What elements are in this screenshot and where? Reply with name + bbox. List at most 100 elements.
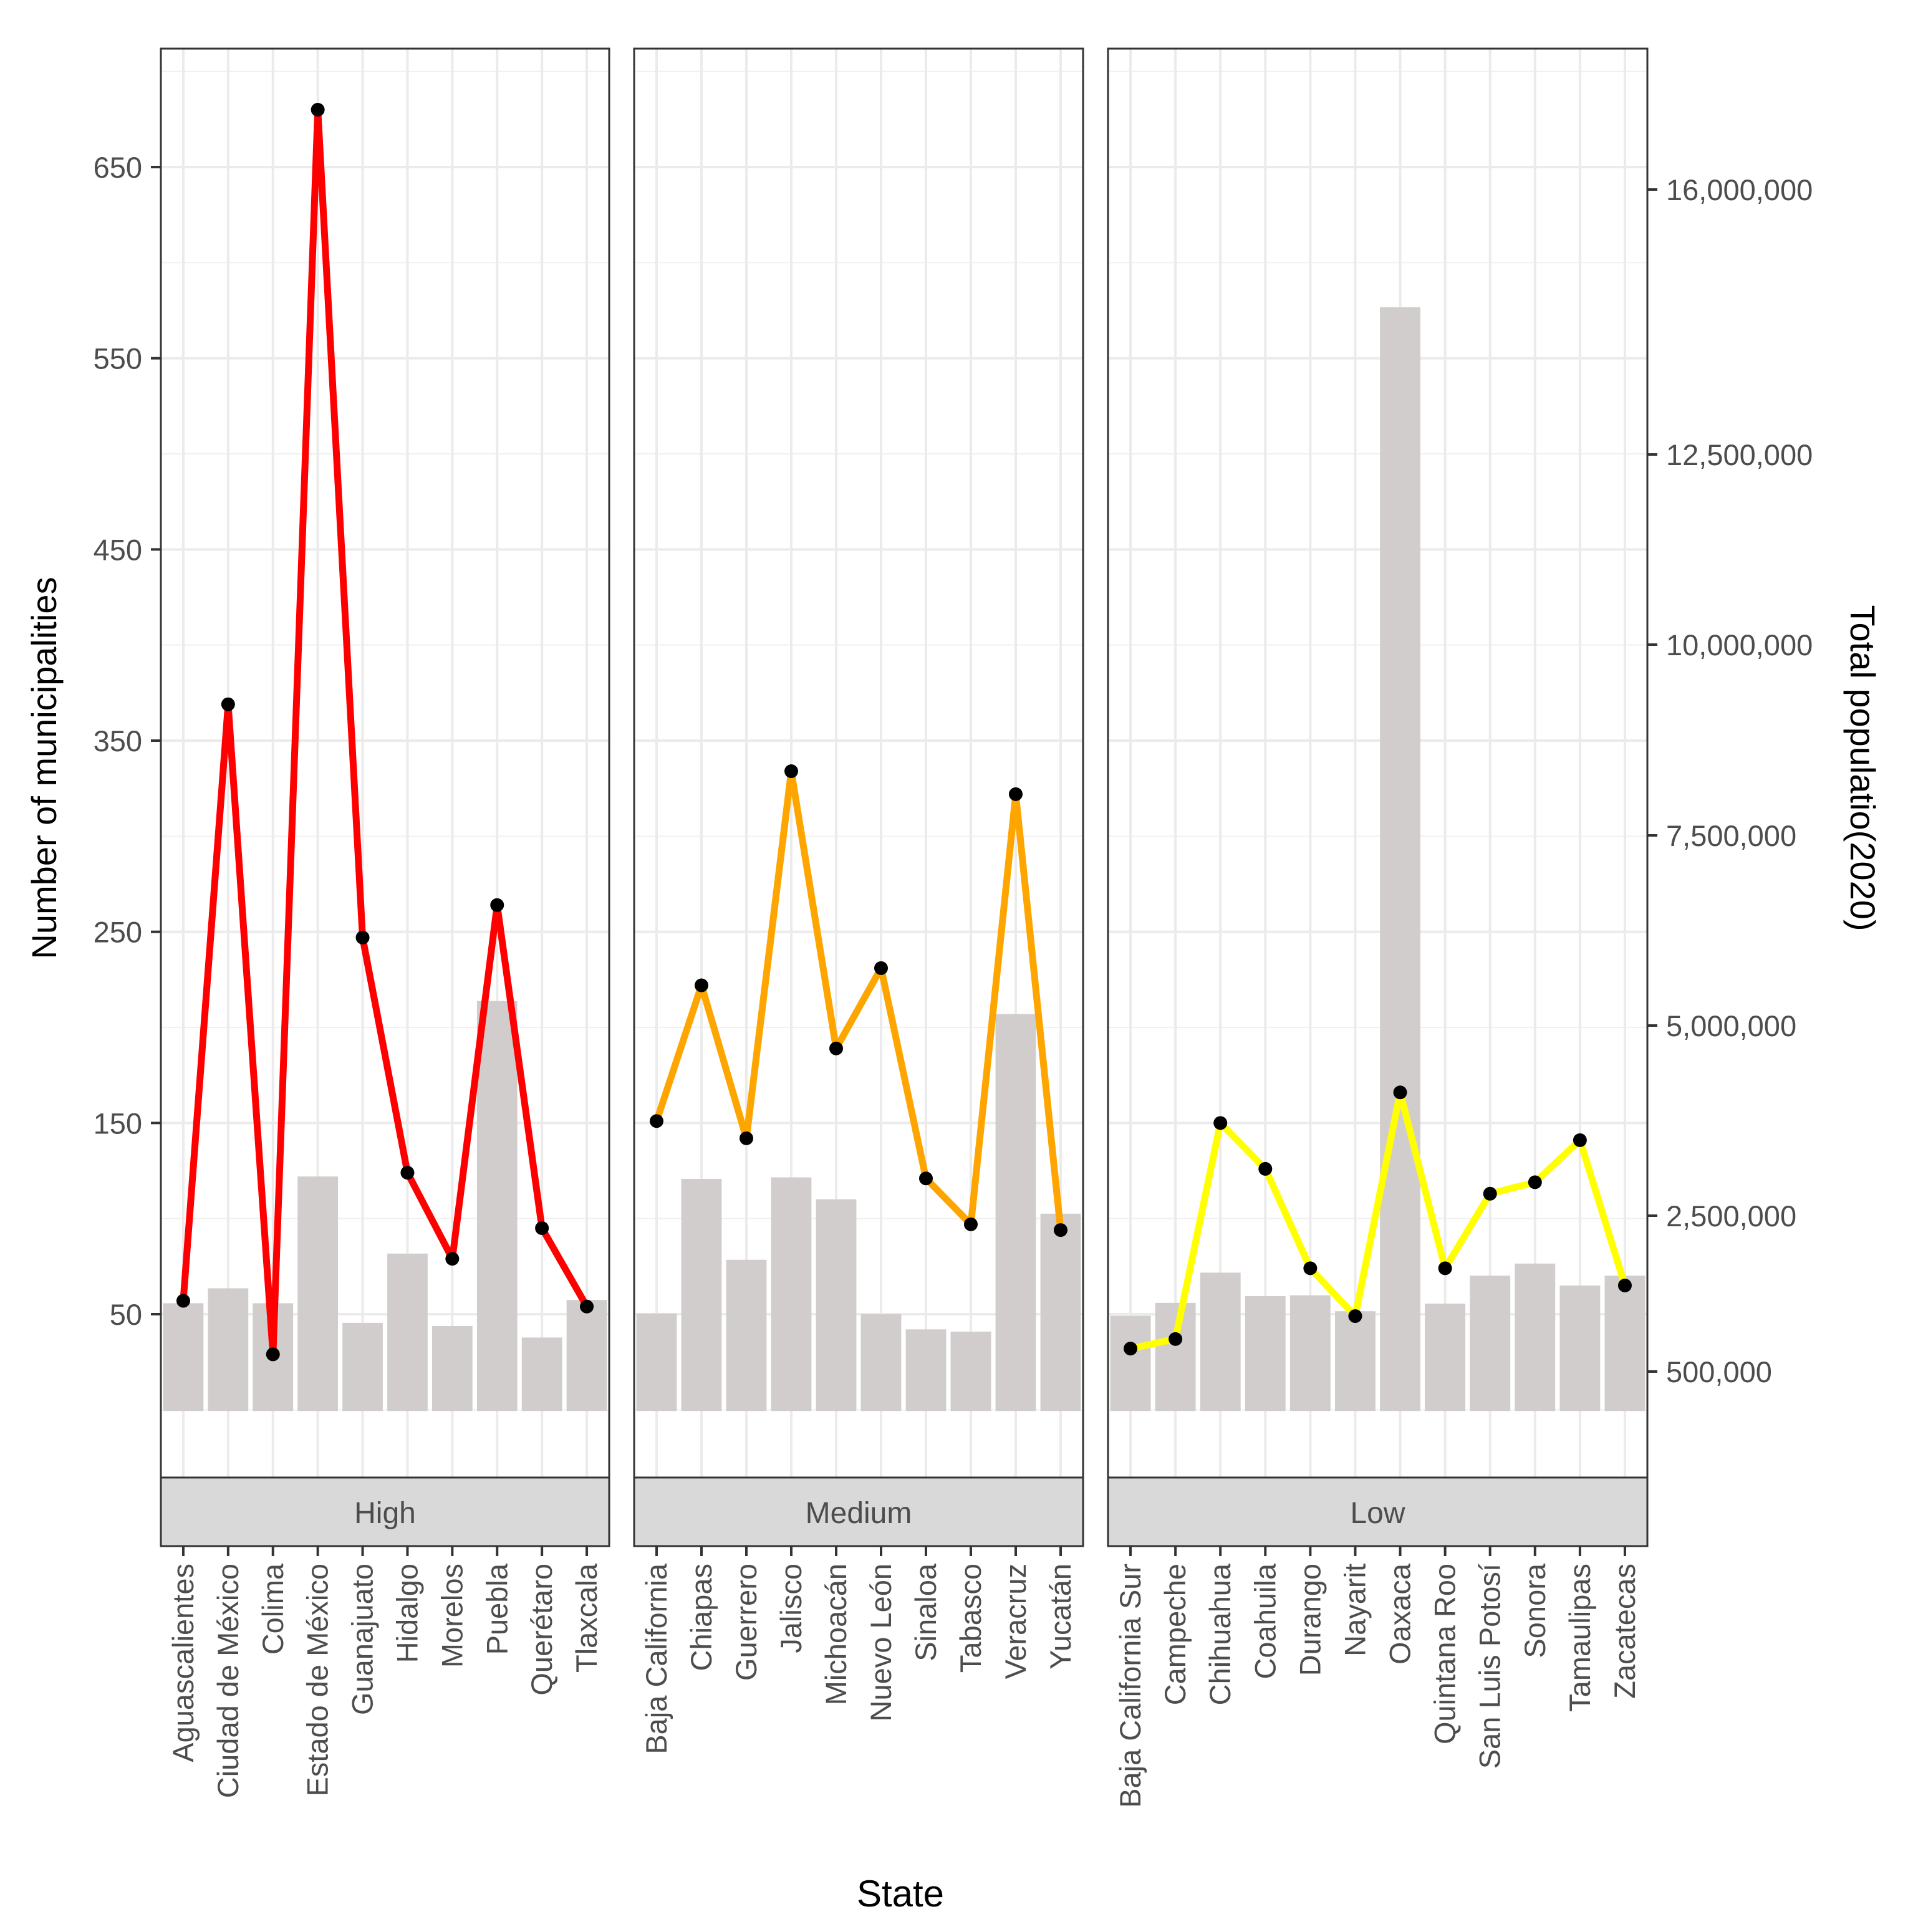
municipality-point-high-7 bbox=[490, 898, 504, 912]
y-right-tick-label: 5,000,000 bbox=[1666, 1009, 1796, 1042]
population-bar-high-6 bbox=[431, 1326, 473, 1411]
population-bar-high-3 bbox=[297, 1176, 339, 1411]
x-tick-label: Jalisco bbox=[774, 1564, 807, 1653]
population-bar-high-0 bbox=[163, 1303, 204, 1411]
municipality-points bbox=[176, 102, 1632, 1362]
population-bar-low-4 bbox=[1289, 1295, 1331, 1411]
municipality-point-low-4 bbox=[1303, 1261, 1318, 1276]
municipality-point-low-10 bbox=[1573, 1133, 1587, 1147]
municipality-point-medium-1 bbox=[695, 978, 708, 992]
facet-strip-label-high: High bbox=[354, 1497, 416, 1530]
x-tick-label: Chihuahua bbox=[1203, 1563, 1236, 1705]
x-tick-label: Coahuila bbox=[1248, 1563, 1281, 1679]
y-left-tick-label: 250 bbox=[94, 916, 142, 949]
x-tick-label: Michoacán bbox=[819, 1564, 852, 1705]
x-axis-title: State bbox=[857, 1873, 944, 1915]
municipality-point-low-2 bbox=[1213, 1116, 1228, 1130]
population-bar-low-6 bbox=[1380, 307, 1420, 1411]
x-tick-label: Baja California bbox=[640, 1563, 673, 1754]
population-bar-medium-3 bbox=[771, 1177, 812, 1411]
facet-strip-label-medium: Medium bbox=[806, 1497, 912, 1530]
population-bar-low-5 bbox=[1335, 1311, 1376, 1411]
y-right-tick-label: 500,000 bbox=[1666, 1355, 1772, 1388]
x-tick-label: Colima bbox=[256, 1563, 289, 1655]
x-tick-label: Oaxaca bbox=[1384, 1563, 1417, 1665]
population-bar-low-7 bbox=[1425, 1304, 1466, 1411]
population-bar-high-7 bbox=[476, 1001, 518, 1411]
x-tick-label: Hidalgo bbox=[391, 1564, 424, 1663]
x-tick-label: Sinaloa bbox=[909, 1563, 942, 1661]
y-left-tick-label: 650 bbox=[94, 151, 142, 184]
municipality-point-high-3 bbox=[311, 102, 325, 117]
y-left-tick-label: 350 bbox=[94, 724, 142, 757]
municipality-point-high-0 bbox=[176, 1294, 190, 1308]
x-tick-label: Morelos bbox=[435, 1564, 468, 1668]
x-tick-label: Guerrero bbox=[730, 1564, 763, 1681]
population-bar-low-11 bbox=[1604, 1276, 1646, 1411]
population-bar-low-9 bbox=[1515, 1263, 1556, 1411]
y-right-tick-label: 7,500,000 bbox=[1666, 819, 1796, 852]
facet-strip-label-low: Low bbox=[1350, 1497, 1405, 1530]
population-bar-medium-6 bbox=[905, 1329, 947, 1411]
y-axis-title-left: Number of municipalities bbox=[24, 577, 64, 959]
population-bar-high-4 bbox=[342, 1322, 383, 1411]
municipality-point-medium-0 bbox=[650, 1114, 663, 1128]
municipality-point-low-11 bbox=[1617, 1278, 1632, 1292]
x-tick-label: Guanajuato bbox=[346, 1564, 379, 1715]
municipality-point-low-7 bbox=[1438, 1261, 1452, 1276]
x-tick-label: Nayarit bbox=[1339, 1564, 1372, 1656]
municipality-point-medium-3 bbox=[784, 764, 798, 779]
population-bar-low-3 bbox=[1245, 1295, 1286, 1411]
y-left-tick-label: 450 bbox=[94, 533, 142, 566]
x-tick-label: Zacatecas bbox=[1608, 1564, 1641, 1699]
x-tick-label: Estado de México bbox=[301, 1564, 334, 1797]
y-right-tick-label: 2,500,000 bbox=[1666, 1199, 1796, 1233]
population-bar-low-0 bbox=[1110, 1315, 1151, 1411]
x-tick-label: Baja California Sur bbox=[1114, 1564, 1147, 1808]
y-left-tick-label: 150 bbox=[94, 1107, 142, 1140]
x-tick-label: Tabasco bbox=[954, 1564, 987, 1673]
municipality-point-high-8 bbox=[535, 1221, 549, 1235]
population-bar-medium-8 bbox=[995, 1014, 1036, 1411]
population-bars bbox=[163, 307, 1646, 1411]
population-bar-high-9 bbox=[566, 1300, 607, 1411]
x-tick-label: Quintana Roo bbox=[1429, 1564, 1462, 1744]
municipality-point-medium-8 bbox=[1009, 787, 1023, 801]
municipality-point-high-2 bbox=[266, 1347, 280, 1362]
municipality-point-high-4 bbox=[355, 930, 370, 944]
municipality-point-medium-2 bbox=[740, 1131, 753, 1145]
municipality-point-medium-4 bbox=[829, 1041, 843, 1055]
municipality-point-medium-6 bbox=[919, 1171, 933, 1186]
population-bar-low-8 bbox=[1470, 1276, 1511, 1411]
municipality-point-low-8 bbox=[1483, 1186, 1497, 1201]
municipality-point-medium-9 bbox=[1054, 1223, 1067, 1238]
municipality-point-medium-5 bbox=[874, 961, 888, 975]
municipality-point-low-9 bbox=[1528, 1175, 1542, 1189]
x-tick-label: Chiapas bbox=[685, 1564, 718, 1671]
y-right-tick-label: 16,000,000 bbox=[1666, 173, 1813, 206]
population-bar-medium-7 bbox=[950, 1331, 991, 1411]
x-tick-label: Tamaulipas bbox=[1563, 1564, 1596, 1712]
x-tick-label: Querétaro bbox=[525, 1564, 558, 1696]
grid-lines bbox=[161, 49, 1647, 1478]
x-tick-label: San Luis Potosí bbox=[1473, 1564, 1506, 1769]
municipality-point-low-5 bbox=[1348, 1309, 1362, 1324]
x-tick-label: Ciudad de México bbox=[211, 1564, 244, 1798]
municipality-point-low-6 bbox=[1393, 1085, 1407, 1100]
population-bar-medium-0 bbox=[636, 1313, 677, 1411]
y-right-tick-label: 10,000,000 bbox=[1666, 628, 1813, 661]
population-bar-low-1 bbox=[1155, 1302, 1196, 1411]
y-right-tick-label: 12,500,000 bbox=[1666, 438, 1813, 471]
y-axis-title-right: Total populatio(2020) bbox=[1843, 605, 1882, 931]
x-tick-label: Veracruz bbox=[999, 1564, 1032, 1679]
population-bar-medium-5 bbox=[860, 1314, 902, 1411]
population-bar-high-8 bbox=[521, 1337, 562, 1411]
population-bar-medium-1 bbox=[681, 1178, 722, 1411]
y-left-tick-label: 550 bbox=[94, 342, 142, 375]
municipality-lines bbox=[180, 106, 1629, 1358]
population-bar-low-2 bbox=[1200, 1272, 1241, 1411]
population-bar-medium-4 bbox=[816, 1199, 857, 1411]
municipality-point-high-5 bbox=[400, 1166, 415, 1180]
axes: Aguascalientes Ciudad de México Colima Esta… bbox=[94, 151, 1813, 1808]
